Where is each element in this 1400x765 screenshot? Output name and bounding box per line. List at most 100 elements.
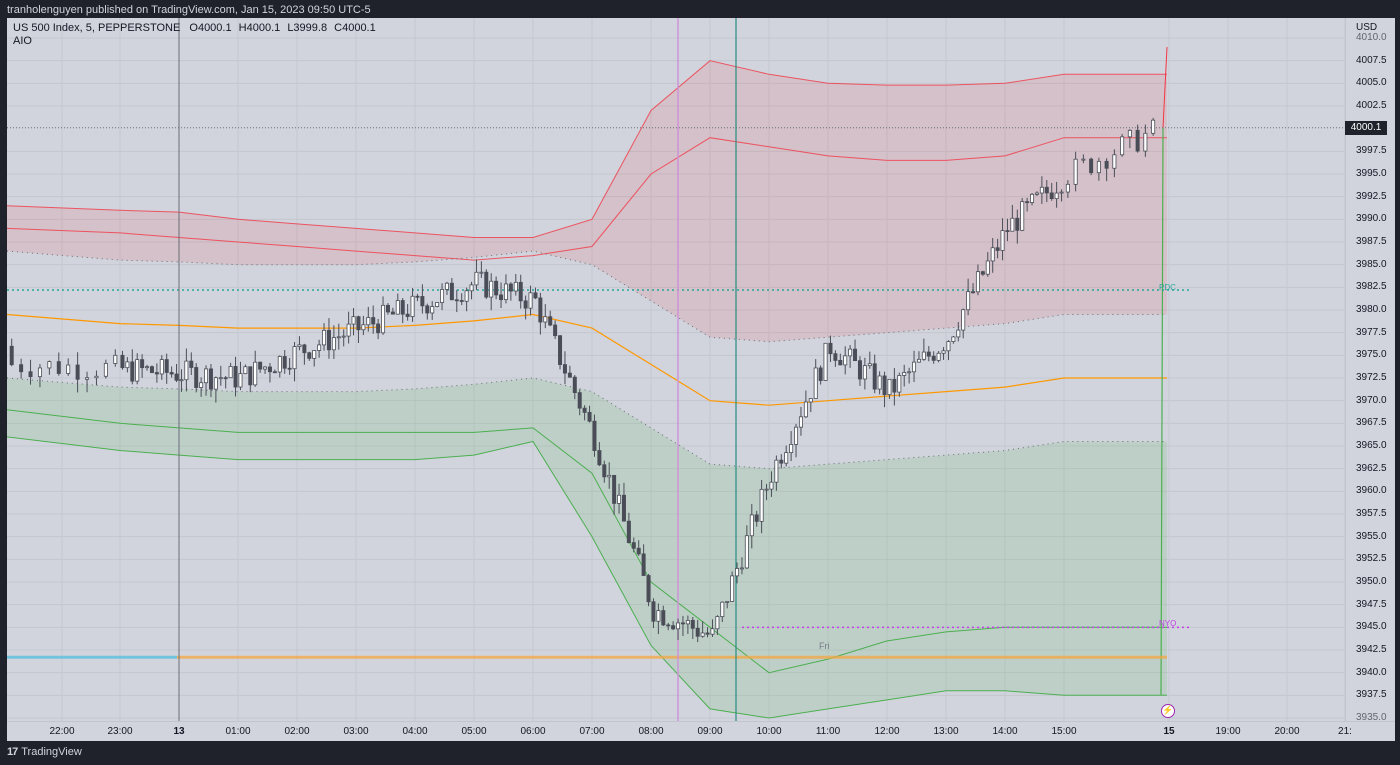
price-tick: 3937.5 <box>1356 689 1387 701</box>
candle-up <box>435 302 440 307</box>
candle-down <box>420 296 425 307</box>
candle-up <box>1039 186 1044 194</box>
candle-down <box>194 367 199 388</box>
candle-down <box>853 348 858 362</box>
candle-up <box>204 368 209 384</box>
candle-up <box>37 367 42 378</box>
time-tick: 03:00 <box>343 726 369 737</box>
time-tick: 10:00 <box>756 726 782 737</box>
time-axis[interactable]: 22:00 23:00 13 01:00 02:00 03:00 04:00 05:00 06:… <box>7 721 1395 741</box>
price-tick: 3992.5 <box>1356 190 1387 202</box>
time-tick: 21: <box>1338 726 1352 737</box>
plot-area[interactable] <box>7 18 1345 721</box>
price-tick: 3982.5 <box>1356 281 1387 293</box>
symbol-name: US 500 Index, 5, PEPPERSTONE <box>13 22 181 34</box>
candle-up <box>479 271 484 274</box>
candle-up <box>867 363 872 367</box>
candle-up <box>902 372 907 376</box>
price-tick: 3935.0 <box>1356 712 1387 723</box>
candle-down <box>385 304 390 313</box>
candle-up <box>887 378 892 396</box>
event-lightning-icon[interactable]: ⚡ <box>1161 704 1175 718</box>
candle-up <box>685 619 690 625</box>
lower-band-2-line <box>7 436 1167 719</box>
candle-up <box>700 632 705 637</box>
publisher-line: tranholenguyen published on TradingView.… <box>7 4 371 16</box>
candle-up <box>985 260 990 275</box>
candle-down <box>641 553 646 576</box>
symbol-row[interactable]: US 500 Index, 5, PEPPERSTONE O4000.1 H40… <box>13 22 376 35</box>
pdc-label: PDC <box>1159 283 1176 292</box>
candle-down <box>449 282 454 301</box>
candle-up <box>715 616 720 630</box>
candle-up <box>331 337 336 351</box>
candle-down <box>926 351 931 357</box>
candle-down <box>651 601 656 622</box>
footer: 17 TradingView <box>7 746 82 758</box>
candle-down <box>28 371 33 378</box>
candle-down <box>307 352 312 359</box>
time-tick: 09:00 <box>697 726 723 737</box>
candle-up <box>789 443 794 454</box>
price-tick: 3977.5 <box>1356 326 1387 338</box>
candle-up <box>253 361 258 386</box>
candle-down <box>130 361 135 382</box>
candle-down <box>995 247 1000 251</box>
candle-down <box>553 324 558 337</box>
candle-down <box>149 366 154 373</box>
candle-up <box>228 366 233 379</box>
candle-down <box>1049 192 1054 200</box>
candle-up <box>135 359 140 382</box>
candle-down <box>390 311 395 315</box>
candle-up <box>1065 183 1070 193</box>
candle-up <box>179 379 184 382</box>
candle-up <box>912 361 917 373</box>
time-tick: 22:00 <box>49 726 75 737</box>
candle-up <box>341 335 346 338</box>
candle-down <box>405 313 410 317</box>
candle-up <box>808 398 813 403</box>
candle-down <box>233 366 238 388</box>
candle-up <box>907 371 912 374</box>
candle-up <box>916 358 921 363</box>
candle-up <box>956 329 961 338</box>
candle-down <box>454 299 459 302</box>
candle-up <box>322 329 327 346</box>
candle-up <box>1081 158 1086 161</box>
chart-legend: US 500 Index, 5, PEPPERSTONE O4000.1 H40… <box>13 22 376 48</box>
candle-down <box>892 378 897 393</box>
candle-up <box>94 375 99 379</box>
candle-up <box>749 514 754 537</box>
candle-down <box>9 345 14 366</box>
price-tick: 3980.0 <box>1356 304 1387 315</box>
candle-up <box>312 350 317 359</box>
candle-down <box>326 329 331 351</box>
candle-up <box>1096 160 1101 174</box>
price-tick: 3947.5 <box>1356 598 1387 610</box>
price-tick: 3967.5 <box>1356 417 1387 429</box>
band-edge-bottom <box>1160 127 1164 696</box>
candle-up <box>159 359 164 375</box>
price-tick: 3995.0 <box>1356 168 1387 179</box>
candle-down <box>425 305 430 314</box>
candle-up <box>1010 217 1015 232</box>
price-tick: 3942.5 <box>1356 644 1387 655</box>
candle-up <box>843 355 848 366</box>
candle-up <box>656 610 661 622</box>
candle-up <box>990 247 995 262</box>
candle-up <box>764 488 769 491</box>
candle-down <box>371 317 376 325</box>
candle-up <box>263 366 268 370</box>
lower-band-fill <box>7 378 1167 718</box>
time-tick: 02:00 <box>284 726 310 737</box>
indicator-name[interactable]: AIO <box>13 35 32 47</box>
candle-down <box>980 271 985 275</box>
chart-panel[interactable]: US 500 Index, 5, PEPPERSTONE O4000.1 H40… <box>7 18 1395 741</box>
upper-band-1-line <box>7 137 1167 261</box>
price-axis[interactable]: USD 4010.0 4007.5 4005.0 4002.5 3997.5 3995.0… <box>1345 18 1395 723</box>
vwap-line <box>7 313 1167 406</box>
candle-down <box>754 514 759 522</box>
price-tick: 3962.5 <box>1356 462 1387 474</box>
candle-down <box>631 542 636 549</box>
